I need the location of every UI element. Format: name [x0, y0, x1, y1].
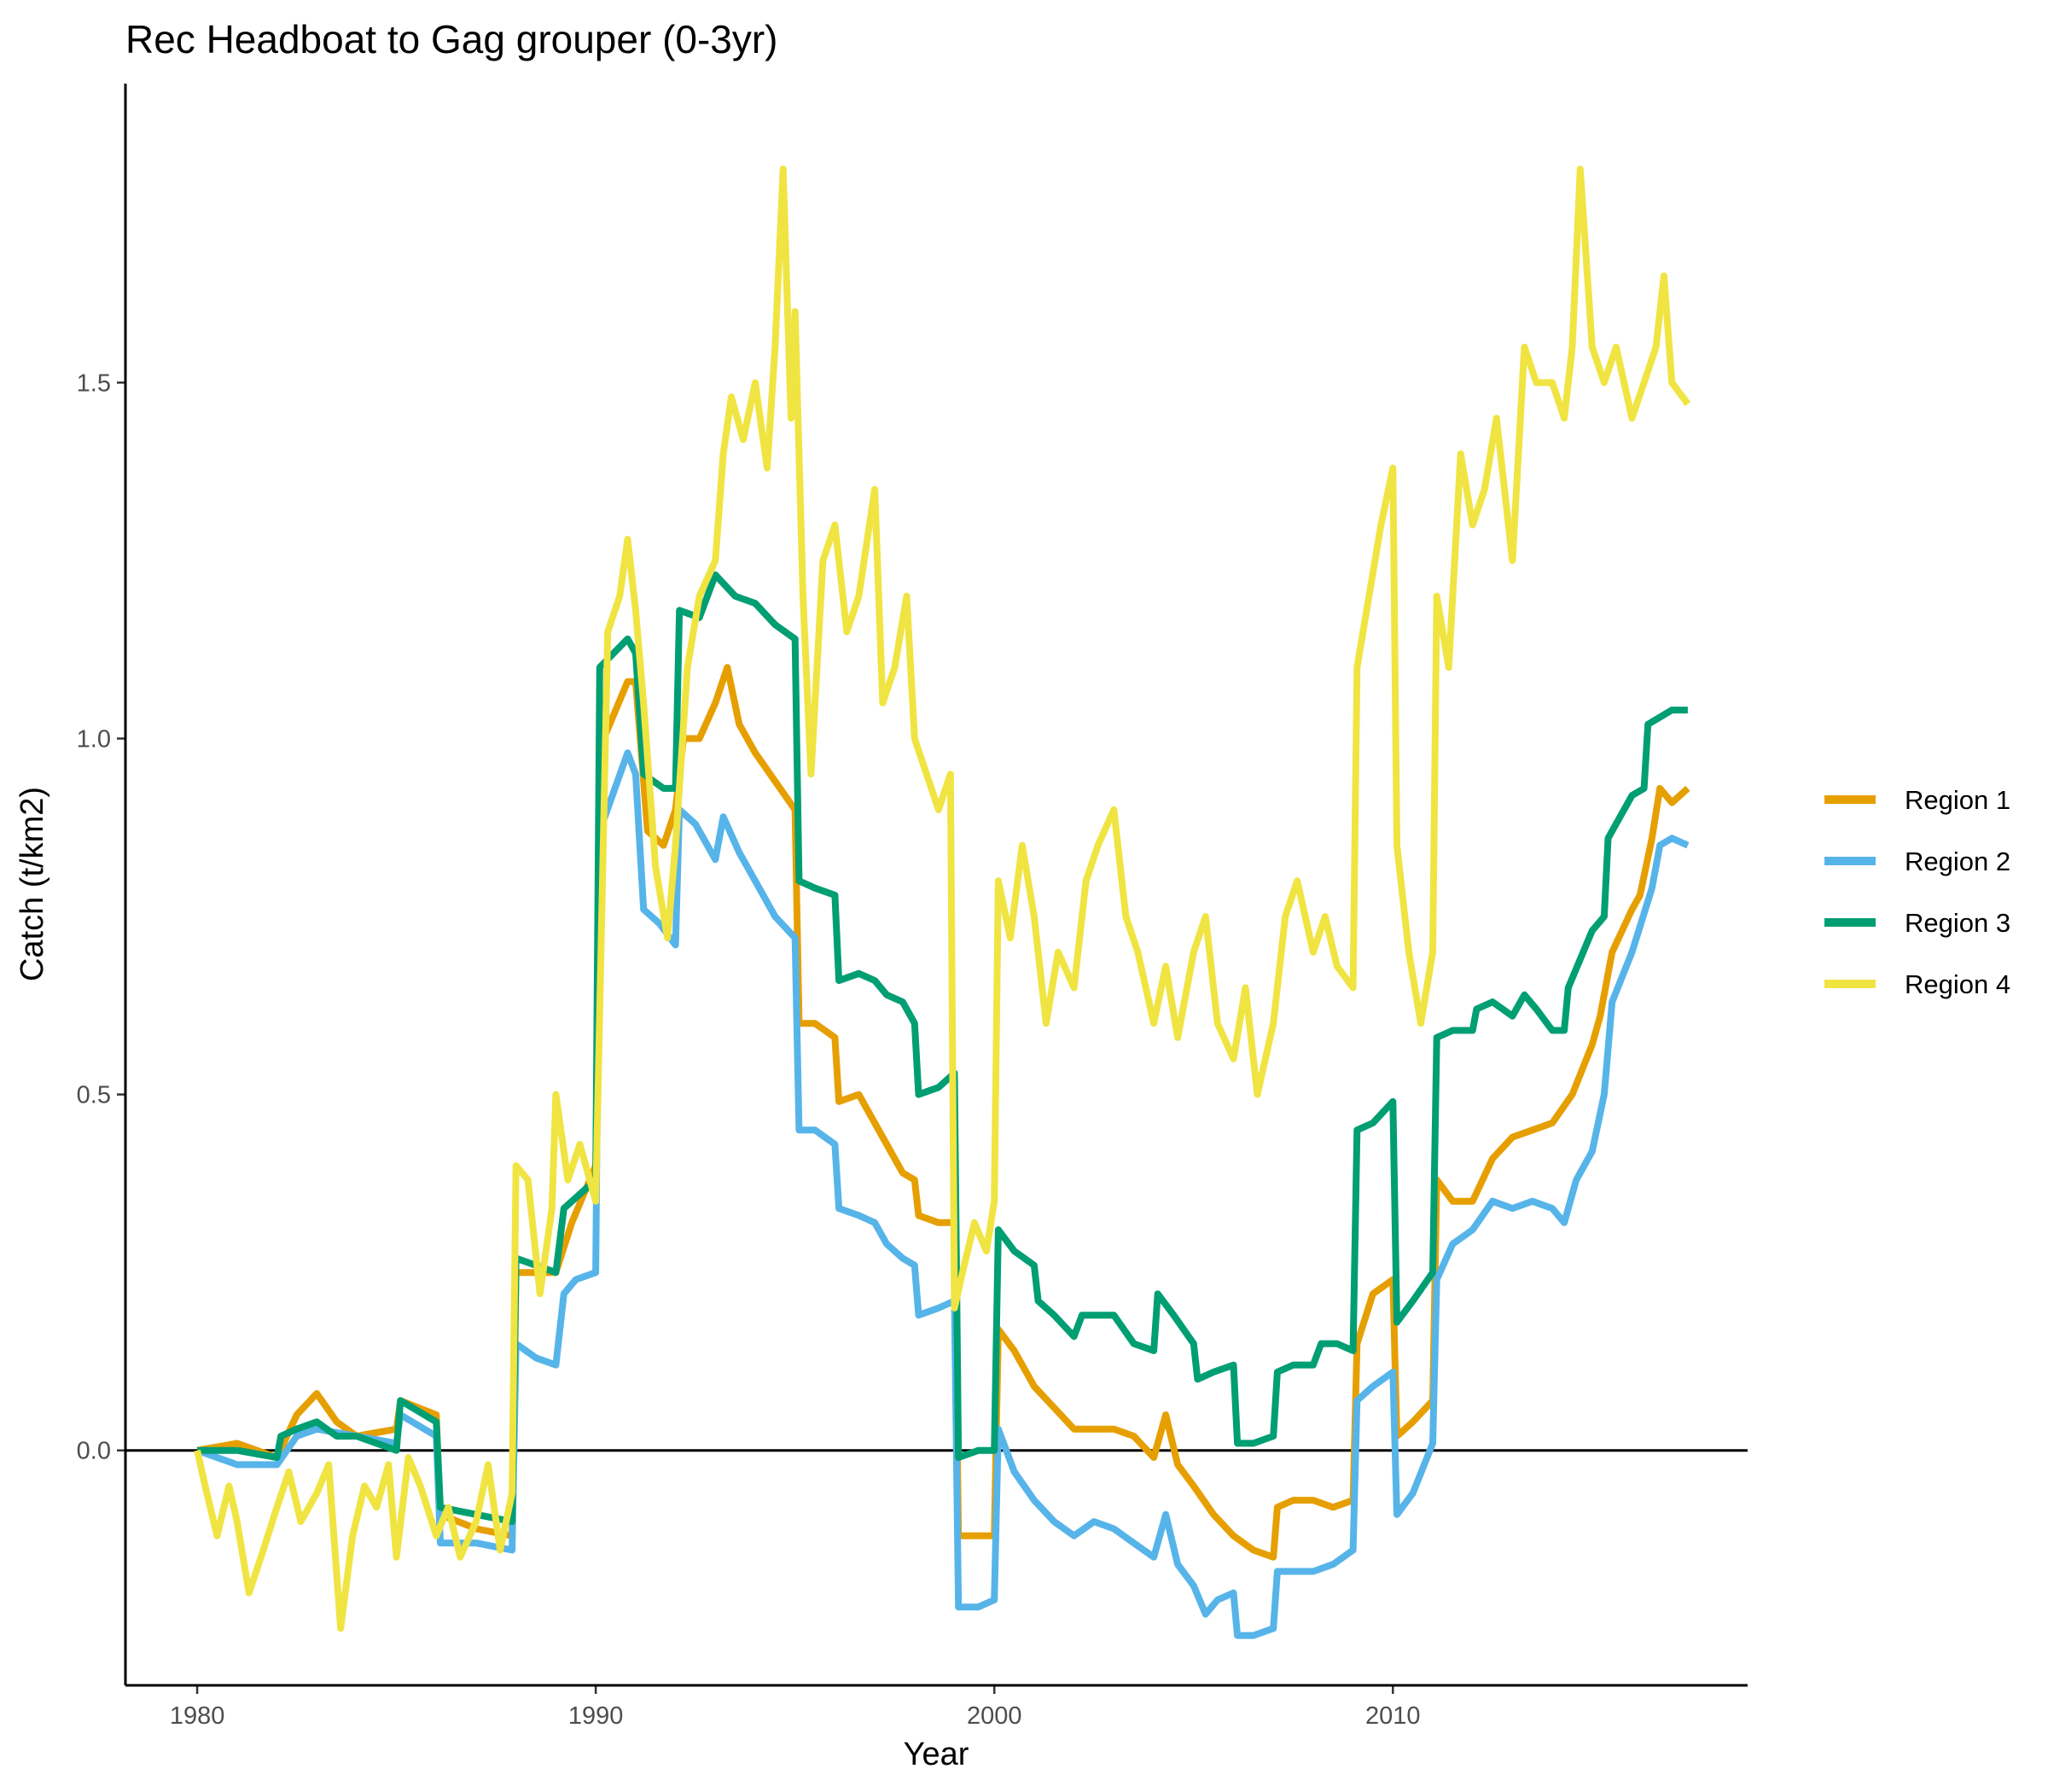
- legend-label-region-4: Region 4: [1905, 969, 2010, 999]
- legend-label-region-3: Region 3: [1905, 908, 2010, 938]
- x-tick-label: 1980: [170, 1702, 225, 1730]
- series-lines: [194, 166, 1691, 1639]
- x-axis-title: Year: [904, 1737, 969, 1772]
- legend: Region 1 Region 2 Region 3 Region 4: [1824, 785, 2010, 999]
- series-line-region-2: [195, 749, 1690, 1639]
- y-tick-label: 0.0: [77, 1438, 111, 1465]
- x-tick-label: 2000: [967, 1702, 1022, 1730]
- x-tick-label: 1990: [568, 1702, 624, 1730]
- plot-area: [125, 166, 1748, 1639]
- x-tick-label: 2010: [1365, 1702, 1421, 1730]
- legend-label-region-1: Region 1: [1905, 785, 2010, 815]
- y-tick-label: 0.5: [77, 1082, 111, 1109]
- y-axis-ticks: 0.0 0.5 1.0 1.5: [77, 369, 125, 1465]
- y-tick-label: 1.0: [77, 725, 111, 753]
- chart-title: Rec Headboat to Gag grouper (0-3yr): [125, 17, 778, 61]
- series-line-region-1: [196, 664, 1690, 1561]
- legend-label-region-2: Region 2: [1905, 847, 2010, 876]
- y-tick-label: 1.5: [77, 369, 111, 397]
- series-line-region-3: [197, 571, 1688, 1526]
- series-line-region-4: [194, 166, 1691, 1632]
- y-axis-title: Catch (t/km2): [15, 787, 50, 981]
- x-axis-ticks: 1980 1990 2000 2010: [170, 1685, 1421, 1730]
